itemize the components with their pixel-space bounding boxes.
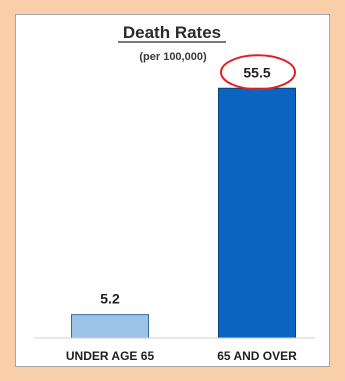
chart-subtitle: (per 100,000) [139,51,207,63]
bar-65-and-over [218,87,296,339]
bar-under-age-65 [71,314,149,339]
labels-group: 5.2 UNDER AGE 65 55.5 65 AND OVER [66,54,297,363]
x-tick-label-65-and-over: 65 AND OVER [217,349,297,363]
chart-title: Death Rates [123,23,221,42]
data-label-65-and-over: 55.5 [243,64,270,80]
highlight-ellipse [220,54,296,91]
x-tick-label-under-age-65: UNDER AGE 65 [66,349,155,363]
data-label-under-age-65: 5.2 [100,291,120,307]
